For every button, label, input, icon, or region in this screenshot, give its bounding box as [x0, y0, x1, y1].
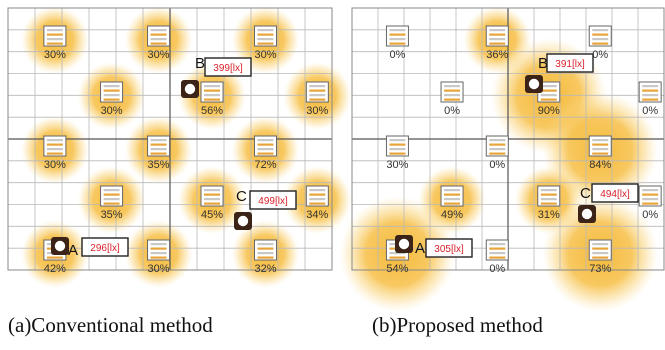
- luminaire: 49%: [440, 185, 464, 221]
- luminaire: 0%: [440, 81, 464, 117]
- dimming-level-label: 54%: [386, 263, 408, 275]
- luminaire: 35%: [147, 135, 171, 171]
- illuminance-value: 499[lx]: [258, 196, 288, 207]
- dimming-level-label: 35%: [101, 209, 123, 221]
- luminaire: 72%: [253, 135, 277, 171]
- dimming-level-label: 72%: [254, 159, 276, 171]
- luminaire: 31%: [537, 185, 561, 221]
- dimming-level-label: 42%: [44, 263, 66, 275]
- luminaire: 34%: [305, 185, 329, 221]
- point-letter: B: [538, 55, 548, 72]
- luminaire: 30%: [43, 135, 67, 171]
- luminaire: 0%: [485, 239, 509, 275]
- luminaire: 84%: [588, 135, 612, 171]
- dimming-level-label: 73%: [589, 263, 611, 275]
- panel-proposed: 0% 36% 0%0% 90% 0%30% 0% 84%49% 31% 0%54% 0% 73%B 3…: [339, 6, 665, 312]
- measurement-point-b: B 391[lx]: [525, 53, 594, 93]
- luminaire: 30%: [43, 25, 67, 61]
- luminaire: 30%: [147, 25, 171, 61]
- dimming-level-label: 30%: [44, 49, 66, 61]
- panel-conventional: 30% 30% 30% 30% 56% 30% 30% 35% 72% 35% 45% 34% 42% 3…: [7, 6, 352, 288]
- luminaire: 35%: [100, 185, 124, 221]
- dimming-level-label: 35%: [148, 159, 170, 171]
- measurement-point-a: A 305[lx]: [395, 235, 473, 258]
- dimming-level-label: 32%: [254, 263, 276, 275]
- dimming-level-label: 30%: [254, 49, 276, 61]
- dimming-level-label: 36%: [486, 49, 508, 61]
- dimming-level-label: 30%: [386, 159, 408, 171]
- luminaire: 36%: [485, 25, 509, 61]
- measurement-point-c: C 499[lx]: [234, 188, 297, 230]
- measurement-point-a: A 296[lx]: [51, 237, 129, 259]
- luminaire: 32%: [253, 239, 277, 275]
- dimming-level-label: 56%: [201, 105, 223, 117]
- luminaire: 30%: [147, 239, 171, 275]
- luminaire: 0%: [385, 25, 409, 61]
- dimming-level-label: 30%: [44, 159, 66, 171]
- caption-proposed: (b)Proposed method: [372, 313, 543, 337]
- luminaire: 0%: [638, 81, 662, 117]
- dimming-level-label: 30%: [148, 49, 170, 61]
- dimming-level-label: 30%: [101, 105, 123, 117]
- illuminance-value: 494[lx]: [600, 189, 630, 200]
- dimming-level-label: 49%: [441, 209, 463, 221]
- luminaire: 0%: [638, 185, 662, 221]
- point-letter: A: [68, 242, 78, 259]
- luminaire: 56%: [200, 81, 224, 117]
- dimming-level-label: 0%: [592, 49, 608, 61]
- luminaire: 0%: [485, 135, 509, 171]
- luminaire: 30%: [385, 135, 409, 171]
- luminaire: 45%: [200, 185, 224, 221]
- dimming-level-label: 0%: [489, 263, 505, 275]
- point-letter: C: [236, 188, 247, 205]
- dimming-level-label: 0%: [642, 105, 658, 117]
- luminaire: 30%: [305, 81, 329, 117]
- dimming-level-label: 84%: [589, 159, 611, 171]
- luminaire: 73%: [588, 239, 612, 275]
- illuminance-value: 296[lx]: [90, 243, 120, 254]
- dimming-level-label: 45%: [201, 209, 223, 221]
- illuminance-value: 391[lx]: [555, 59, 585, 70]
- dimming-level-label: 0%: [389, 49, 405, 61]
- dimming-level-label: 90%: [538, 105, 560, 117]
- caption-conventional: (a)Conventional method: [8, 313, 213, 337]
- dimming-level-label: 0%: [642, 209, 658, 221]
- illuminance-value: 305[lx]: [434, 244, 464, 255]
- dimming-level-label: 0%: [489, 159, 505, 171]
- luminaire: 30%: [100, 81, 124, 117]
- point-letter: C: [580, 185, 591, 202]
- dimming-level-label: 0%: [444, 105, 460, 117]
- measurement-point-c: C 494[lx]: [578, 183, 639, 223]
- dimming-level-label: 30%: [148, 263, 170, 275]
- luminaire: 90%: [537, 81, 561, 117]
- dimming-level-label: 30%: [306, 105, 328, 117]
- illuminance-value: 399[lx]: [213, 63, 243, 74]
- point-letter: B: [195, 55, 205, 72]
- measurement-point-b: B 399[lx]: [181, 55, 252, 98]
- luminaire: 30%: [253, 25, 277, 61]
- dimming-level-label: 31%: [538, 209, 560, 221]
- luminaire: 0%: [588, 25, 612, 61]
- point-letter: A: [415, 240, 425, 257]
- floor-grid: [7, 7, 333, 271]
- dimming-level-label: 34%: [306, 209, 328, 221]
